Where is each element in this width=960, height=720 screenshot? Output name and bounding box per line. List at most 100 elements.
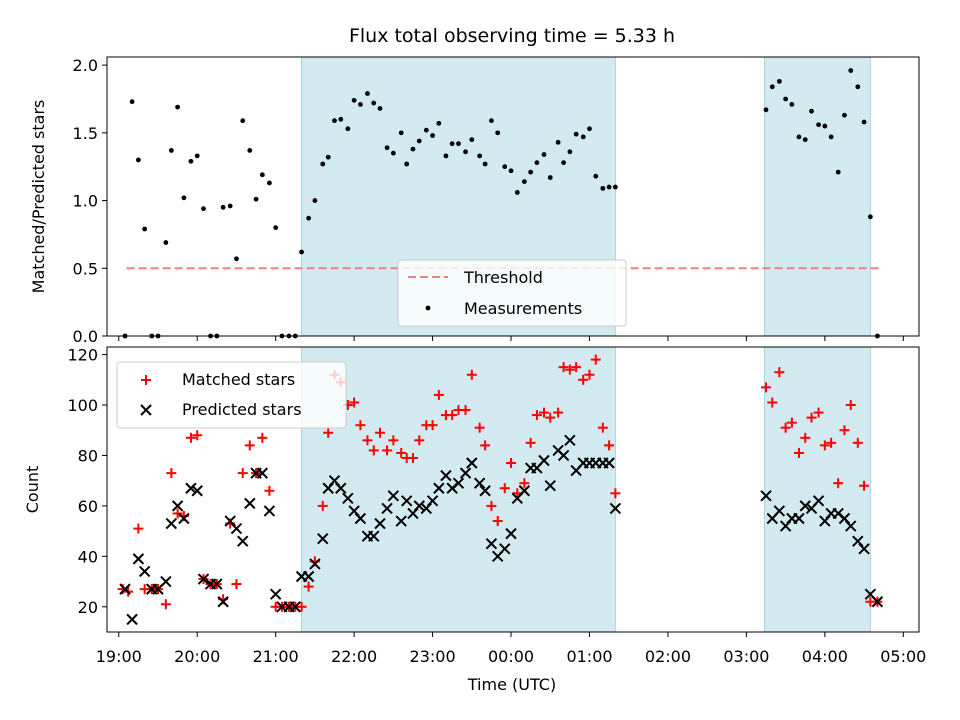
matched-star-point xyxy=(571,362,582,373)
predicted-star-point xyxy=(269,588,282,600)
measurement-point xyxy=(247,148,253,153)
measurement-point xyxy=(593,173,599,179)
predicted-star-point xyxy=(354,512,367,525)
predicted-star-point xyxy=(426,495,439,507)
measurement-point xyxy=(809,108,814,114)
x-tick-label: 01:00 xyxy=(566,647,612,666)
measurement-point xyxy=(612,184,618,190)
predicted-star-point xyxy=(557,449,570,462)
matched-star-point xyxy=(382,445,393,456)
measurement-point xyxy=(508,168,514,174)
measurement-point xyxy=(855,84,861,90)
matched-star-point xyxy=(780,422,791,433)
measurement-point xyxy=(240,118,246,124)
measurement-point xyxy=(404,161,410,167)
predicted-star-point xyxy=(171,500,184,512)
y-tick-label: 80 xyxy=(78,446,98,465)
predicted-star-point xyxy=(160,575,172,588)
measurement-point xyxy=(168,148,174,153)
measurement-point xyxy=(194,153,200,159)
matched-star-point xyxy=(859,480,870,491)
bottom-legend: Matched stars Predicted stars xyxy=(116,361,347,429)
legend-measurement-swatch xyxy=(425,305,431,311)
x-tick-label: 21:00 xyxy=(253,647,299,666)
matched-star-point xyxy=(257,432,268,443)
measurement-point xyxy=(358,102,363,107)
predicted-star-point xyxy=(230,522,243,535)
measurement-point xyxy=(142,226,148,232)
measurement-point xyxy=(181,195,187,201)
matched-star-point xyxy=(466,369,477,380)
observing-window-band xyxy=(763,56,871,337)
legend-box xyxy=(116,361,347,429)
measurement-point xyxy=(606,184,612,190)
predicted-star-point xyxy=(845,520,857,532)
x-axis-label: Time (UTC) xyxy=(467,675,556,694)
measurement-point xyxy=(163,240,169,245)
measurement-point xyxy=(365,91,370,96)
matched-star-point xyxy=(427,420,438,431)
predicted-star-point xyxy=(302,570,315,583)
measurement-point xyxy=(273,225,279,231)
predicted-star-point xyxy=(452,477,465,489)
measurement-point xyxy=(469,137,475,143)
measurement-point xyxy=(175,104,181,110)
matched-star-point xyxy=(447,410,458,421)
measurement-point xyxy=(449,141,455,147)
matched-star-point xyxy=(604,440,615,451)
bottom-panel: 20 40 60 80 100 120 19:00 20:00 21:00 22:00 23:00… xyxy=(23,346,926,694)
x-tick-label: 22:00 xyxy=(331,647,377,666)
predicted-star-point xyxy=(165,517,178,530)
matched-star-point xyxy=(355,420,366,431)
predicted-star-point xyxy=(793,512,805,525)
y-tick-label: 100 xyxy=(67,396,98,415)
measurement-point xyxy=(201,206,206,212)
predicted-star-point xyxy=(564,434,576,447)
measurement-point xyxy=(555,139,561,145)
measurement-point xyxy=(561,160,567,166)
measurement-point xyxy=(332,118,337,124)
matched-star-point xyxy=(545,412,556,423)
y-tick-label: 60 xyxy=(78,497,98,516)
measurement-point xyxy=(842,112,847,118)
predicted-star-point xyxy=(773,505,786,517)
matched-star-point xyxy=(375,427,386,438)
predicted-star-point xyxy=(858,543,870,555)
x-tick-label: 23:00 xyxy=(410,647,456,666)
matched-star-point xyxy=(590,354,601,365)
matched-star-point xyxy=(519,478,530,489)
predicted-star-point xyxy=(178,512,190,525)
bottom-y-axis-label: Count xyxy=(23,466,42,514)
measurement-point xyxy=(861,119,867,125)
predicted-star-point xyxy=(132,553,145,565)
x-tick-label: 19:00 xyxy=(96,647,142,666)
measurement-point xyxy=(514,190,520,195)
matched-star-point xyxy=(584,369,595,380)
predicted-star-point xyxy=(760,490,772,502)
matched-star-point xyxy=(578,374,589,385)
top-panel: 0.00.51.01.52.0 Matched/Predicted stars … xyxy=(29,56,920,346)
matched-star-point xyxy=(538,407,549,418)
predicted-star-point xyxy=(538,454,550,467)
matched-star-point xyxy=(349,397,360,408)
measurement-point xyxy=(534,160,540,166)
measurement-point xyxy=(796,134,802,140)
measurement-point xyxy=(600,185,606,191)
matched-star-point xyxy=(414,435,425,446)
bottom-y-axis: 20 40 60 80 100 120 xyxy=(67,346,107,617)
matched-star-point xyxy=(767,397,778,408)
measurement-point xyxy=(259,172,265,178)
x-tick-label: 03:00 xyxy=(723,647,769,666)
matched-star-point xyxy=(264,485,275,496)
chart-title: Flux total observing time = 5.33 h xyxy=(349,25,675,47)
y-tick-label: 40 xyxy=(78,547,98,566)
predicted-star-point xyxy=(518,485,531,497)
measurement-point xyxy=(463,149,468,155)
matched-star-point xyxy=(323,427,334,438)
measurement-point xyxy=(423,127,429,133)
matched-star-point xyxy=(185,432,196,443)
predicted-star-point xyxy=(191,485,203,497)
measurement-point xyxy=(267,180,272,186)
measurement-point xyxy=(306,215,312,221)
legend-matched-swatch xyxy=(141,375,151,385)
